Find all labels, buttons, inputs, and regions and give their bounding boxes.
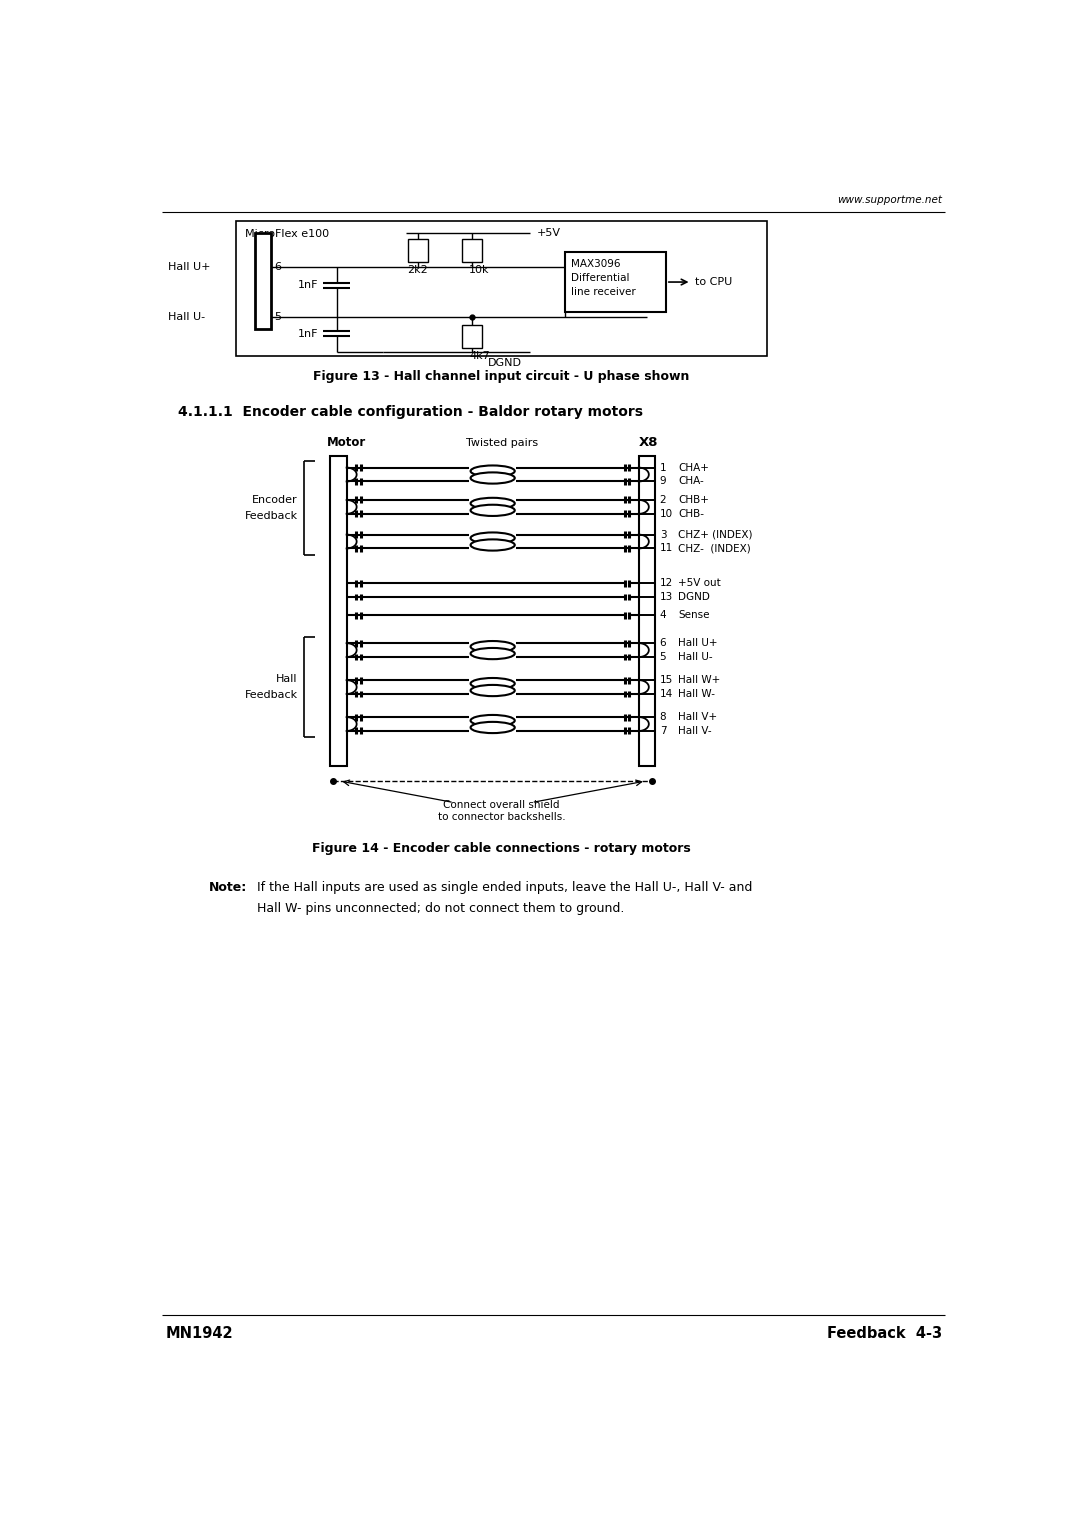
- Text: Hall U-: Hall U-: [167, 312, 205, 323]
- Ellipse shape: [471, 472, 515, 483]
- Text: Hall V-: Hall V-: [678, 726, 712, 735]
- Text: Hall W-: Hall W-: [678, 690, 715, 699]
- Text: Hall U-: Hall U-: [678, 651, 713, 662]
- Bar: [638, 456, 656, 766]
- Text: Note:: Note:: [208, 881, 247, 894]
- Text: If the Hall inputs are used as single ended inputs, leave the Hall U-, Hall V- a: If the Hall inputs are used as single en…: [257, 881, 753, 894]
- Bar: [255, 232, 271, 329]
- Text: Feedback  4-3: Feedback 4-3: [827, 1326, 943, 1341]
- Text: DGND: DGND: [488, 358, 522, 368]
- Ellipse shape: [471, 465, 515, 477]
- Text: 14: 14: [660, 690, 673, 699]
- Text: 9: 9: [660, 477, 666, 486]
- Ellipse shape: [471, 685, 515, 696]
- Ellipse shape: [471, 532, 515, 544]
- Text: to connector backshells.: to connector backshells.: [437, 812, 566, 823]
- Text: 3: 3: [660, 529, 666, 540]
- Bar: [235, 222, 767, 356]
- Text: 4.1.1.1  Encoder cable configuration - Baldor rotary motors: 4.1.1.1 Encoder cable configuration - Ba…: [177, 405, 643, 419]
- Text: Hall W+: Hall W+: [678, 676, 720, 685]
- Text: 1nF: 1nF: [298, 280, 319, 291]
- Text: 8: 8: [660, 713, 666, 722]
- Text: Feedback: Feedback: [245, 511, 298, 521]
- Text: 1: 1: [660, 463, 666, 472]
- Text: Sense: Sense: [678, 610, 710, 621]
- Text: Hall: Hall: [276, 674, 298, 685]
- Text: CHZ+ (INDEX): CHZ+ (INDEX): [678, 529, 753, 540]
- Text: 7: 7: [660, 726, 666, 735]
- Text: CHZ-  (INDEX): CHZ- (INDEX): [678, 543, 751, 553]
- Ellipse shape: [471, 716, 515, 726]
- Text: www.supportme.net: www.supportme.net: [838, 196, 943, 205]
- Text: CHA-: CHA-: [678, 477, 704, 486]
- Text: 2: 2: [660, 495, 666, 505]
- Text: 4: 4: [660, 610, 666, 621]
- Text: 12: 12: [660, 578, 673, 589]
- Text: MicroFlex e100: MicroFlex e100: [245, 229, 329, 239]
- Text: 6: 6: [660, 638, 666, 648]
- Bar: [462, 326, 482, 349]
- Text: Encoder: Encoder: [252, 495, 298, 506]
- Text: Motor: Motor: [327, 436, 366, 450]
- Text: 4k7: 4k7: [469, 352, 489, 361]
- Text: Hall U+: Hall U+: [678, 638, 718, 648]
- Text: CHA+: CHA+: [678, 463, 710, 472]
- Text: to CPU: to CPU: [694, 277, 732, 287]
- Ellipse shape: [471, 641, 515, 653]
- Text: 10k: 10k: [469, 265, 489, 275]
- Text: line receiver: line receiver: [570, 287, 635, 297]
- Text: Differential: Differential: [570, 274, 629, 283]
- Text: 2k2: 2k2: [407, 265, 428, 275]
- Bar: [565, 252, 666, 312]
- Ellipse shape: [471, 498, 515, 509]
- Ellipse shape: [471, 505, 515, 515]
- Text: 10: 10: [660, 509, 673, 518]
- Text: MN1942: MN1942: [166, 1326, 233, 1341]
- Text: MAX3096: MAX3096: [570, 260, 620, 269]
- Text: Figure 14 - Encoder cable connections - rotary motors: Figure 14 - Encoder cable connections - …: [312, 842, 691, 855]
- Text: Figure 13 - Hall channel input circuit - U phase shown: Figure 13 - Hall channel input circuit -…: [313, 370, 690, 384]
- Text: 1nF: 1nF: [298, 329, 319, 339]
- Text: +5V out: +5V out: [678, 578, 721, 589]
- Text: 11: 11: [660, 543, 673, 553]
- Text: Hall U+: Hall U+: [167, 263, 210, 272]
- Text: CHB-: CHB-: [678, 509, 704, 518]
- Text: 6: 6: [274, 263, 282, 272]
- Ellipse shape: [471, 540, 515, 550]
- Bar: [330, 456, 347, 766]
- Text: +5V: +5V: [537, 228, 561, 239]
- Text: 15: 15: [660, 676, 673, 685]
- Bar: [408, 239, 428, 261]
- Text: Hall W- pins unconnected; do not connect them to ground.: Hall W- pins unconnected; do not connect…: [257, 902, 625, 916]
- Text: 5: 5: [274, 312, 282, 323]
- Text: X8: X8: [638, 436, 658, 450]
- Text: CHB+: CHB+: [678, 495, 710, 505]
- Text: 5: 5: [660, 651, 666, 662]
- Ellipse shape: [471, 722, 515, 732]
- Ellipse shape: [471, 648, 515, 659]
- Ellipse shape: [471, 677, 515, 690]
- Text: 13: 13: [660, 592, 673, 602]
- Text: Connect overall shield: Connect overall shield: [443, 800, 559, 810]
- Text: Feedback: Feedback: [245, 690, 298, 700]
- Bar: [462, 239, 482, 261]
- Text: Hall V+: Hall V+: [678, 713, 717, 722]
- Text: Twisted pairs: Twisted pairs: [465, 437, 538, 448]
- Text: DGND: DGND: [678, 592, 711, 602]
